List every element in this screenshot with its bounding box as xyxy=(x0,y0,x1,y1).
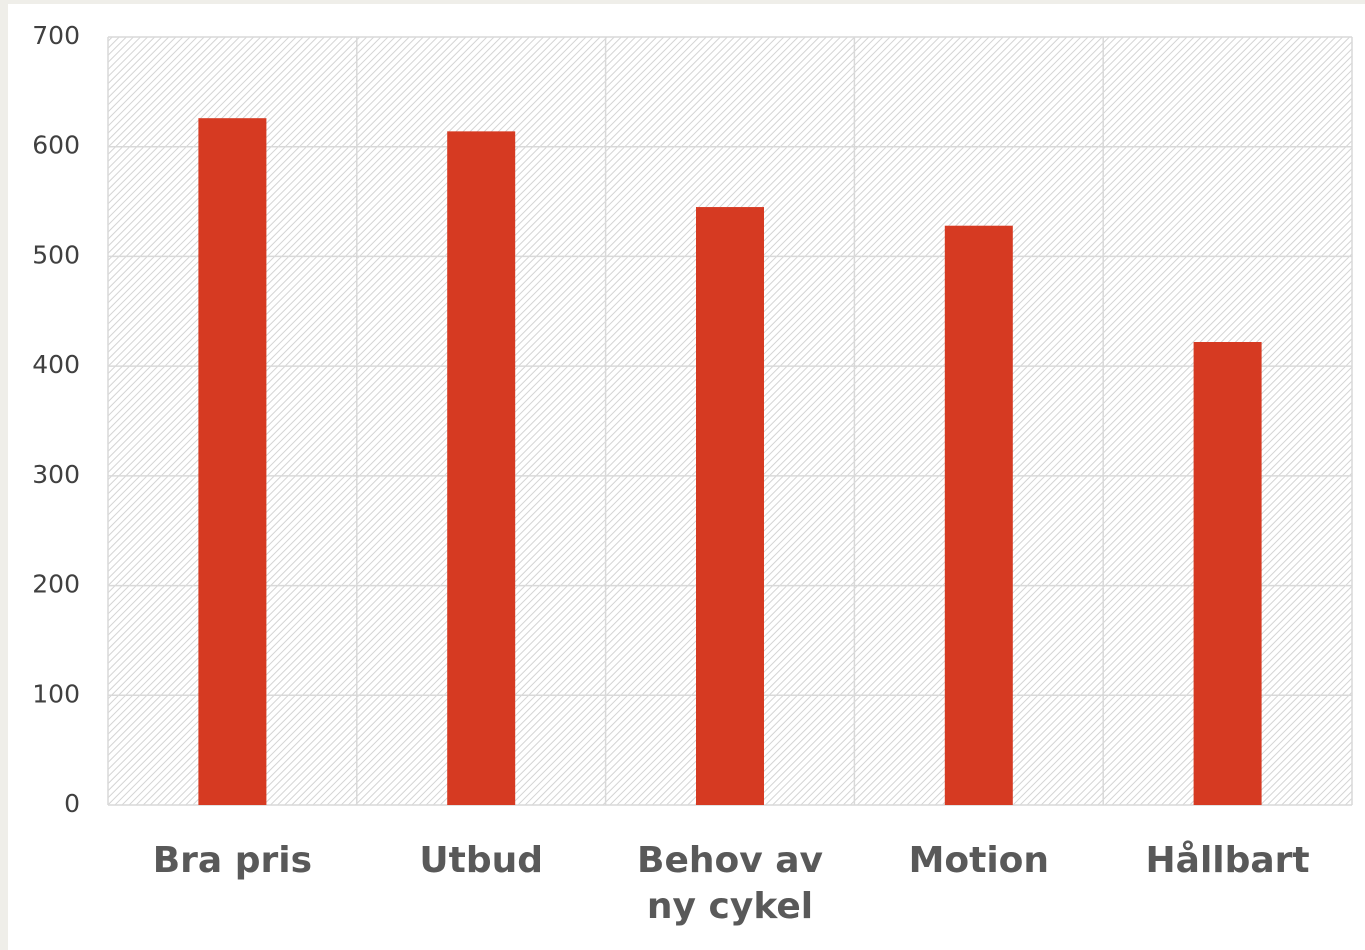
y-tick-label: 0 xyxy=(64,789,80,818)
y-tick-label: 600 xyxy=(32,131,80,160)
x-tick-label: Bra pris xyxy=(152,840,313,881)
y-tick-label: 400 xyxy=(32,350,80,379)
x-tick-label: Behov av ny cykel xyxy=(637,840,823,927)
bar xyxy=(447,131,516,806)
y-tick-label: 500 xyxy=(32,240,80,269)
x-tick-label: Hållbart xyxy=(1145,840,1310,881)
y-tick-label: 300 xyxy=(32,460,80,489)
bar xyxy=(1193,342,1262,805)
bar xyxy=(696,207,764,806)
x-tick-label: Motion xyxy=(908,840,1050,881)
bar xyxy=(944,225,1013,806)
y-tick-label: 200 xyxy=(32,570,80,599)
x-tick-label: Utbud xyxy=(419,840,543,881)
bar xyxy=(198,118,267,805)
y-tick-label: 700 xyxy=(32,21,80,50)
y-tick-label: 100 xyxy=(32,679,80,708)
